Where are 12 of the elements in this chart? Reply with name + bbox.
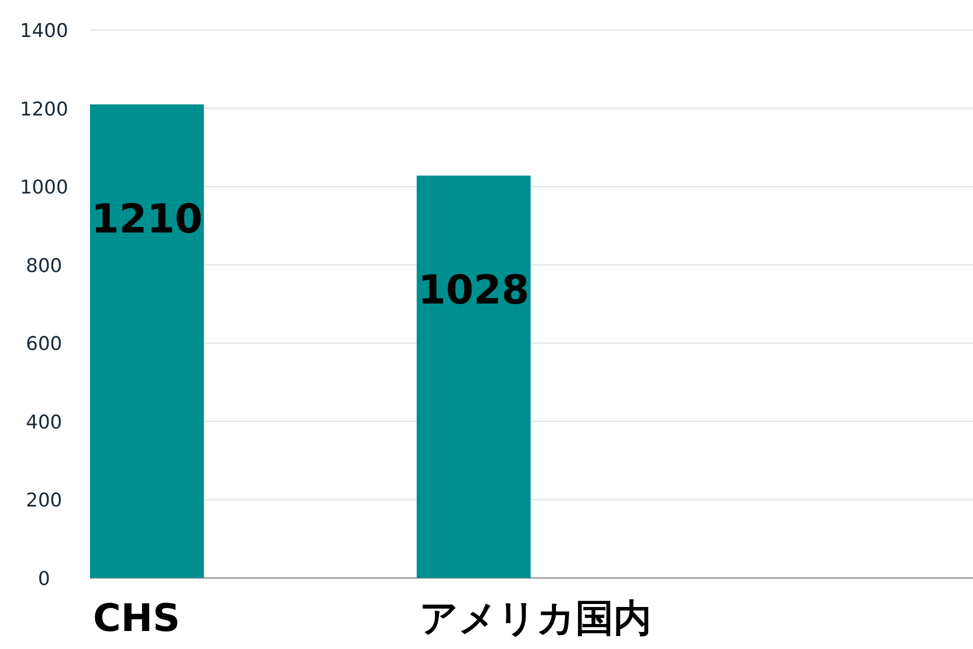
y-tick-label: 1200 <box>20 98 68 120</box>
y-tick-label: 1000 <box>20 176 68 199</box>
y-tick-label: 200 <box>26 490 62 512</box>
y-tick-label: 0 <box>38 568 50 590</box>
y-tick-label: 800 <box>26 254 62 277</box>
x-tick-label: CHS <box>93 596 180 640</box>
x-tick-label: アメリカ国内 <box>420 596 652 640</box>
y-tick-label: 600 <box>26 333 62 356</box>
data-label: 1210 <box>91 196 203 242</box>
y-tick-label: 1400 <box>20 20 68 42</box>
y-tick-label: 400 <box>26 411 62 434</box>
data-label: 1028 <box>418 268 530 314</box>
